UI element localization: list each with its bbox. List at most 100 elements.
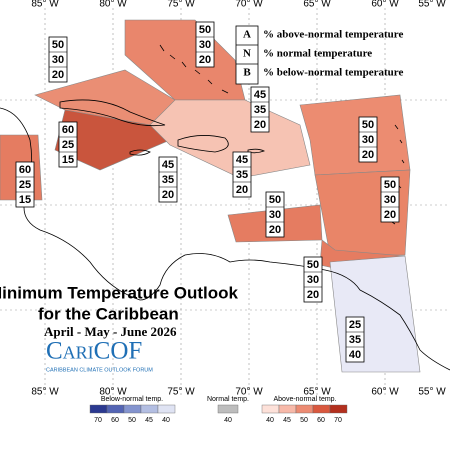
colorbar-tick: 60 [111, 417, 119, 424]
colorbar-tick: 50 [128, 417, 136, 424]
box-value: 30 [384, 194, 396, 206]
box-value: 20 [199, 54, 211, 66]
colorbar [89, 404, 348, 414]
box-value: 30 [269, 209, 281, 221]
box-value: 20 [269, 224, 281, 236]
box-value: 25 [19, 179, 31, 191]
box-frame [15, 161, 35, 208]
box-value: 35 [236, 169, 248, 181]
probability-box: 45 35 20 [232, 151, 252, 198]
probability-box: 50 30 20 [265, 191, 285, 238]
box-value: 30 [307, 274, 319, 286]
lon-label-top: 55° W [418, 0, 446, 10]
probability-box: 25 35 40 [345, 316, 365, 363]
probability-box: 50 30 20 [303, 256, 323, 303]
box-value: 50 [269, 194, 281, 206]
box-value: 20 [307, 289, 319, 301]
box-frame [48, 36, 68, 83]
lon-label-bottom: 60° W [371, 387, 399, 398]
box-value: 35 [254, 104, 266, 116]
box-value: 50 [362, 119, 374, 131]
box-value: 20 [162, 189, 174, 201]
legend-text: % normal temperature [263, 48, 372, 60]
box-value: 50 [384, 179, 396, 191]
probability-box: 50 30 20 [380, 176, 400, 223]
box-value: 35 [162, 174, 174, 186]
box-value: 60 [19, 164, 31, 176]
lon-label-bottom: 80° W [99, 387, 127, 398]
period: April - May - June 2026 [44, 324, 177, 339]
box-value: 45 [162, 159, 174, 171]
colorbar-tick: 70 [94, 417, 102, 424]
box-frame [265, 191, 285, 238]
box-value: 20 [362, 149, 374, 161]
box-frame [250, 86, 270, 133]
lon-label-bottom: 85° W [31, 387, 59, 398]
box-value: 30 [52, 54, 64, 66]
box-value: 60 [62, 124, 74, 136]
box-frame [195, 21, 215, 68]
colorbar-tick: 70 [334, 417, 342, 424]
colorbar-label: Above-normal temp. [273, 396, 336, 403]
box-value: 50 [199, 24, 211, 36]
lon-label-bottom: 75° W [167, 387, 195, 398]
box-value: 50 [307, 259, 319, 271]
colorbar-label: Normal temp. [207, 396, 249, 403]
coastline [0, 44, 450, 371]
probability-box: 50 30 20 [195, 21, 215, 68]
colorbar-tick: 40 [266, 417, 274, 424]
box-frame [345, 316, 365, 363]
box-value: 30 [199, 39, 211, 51]
box-value: 25 [349, 319, 361, 331]
probability-box: 50 30 20 [358, 116, 378, 163]
colorbar-tick: 60 [317, 417, 325, 424]
lon-label-top: 85° W [31, 0, 59, 10]
lon-label-bottom: 70° W [235, 387, 263, 398]
box-value: 20 [52, 69, 64, 81]
colorbar-tick: 40 [162, 417, 170, 424]
box-value: 15 [62, 154, 74, 166]
title: Minimum Temperature Outlook [0, 283, 239, 302]
box-value: 45 [254, 89, 266, 101]
box-value: 40 [349, 349, 361, 361]
subtitle: for the Caribbean [38, 304, 179, 323]
box-value: 15 [19, 194, 31, 206]
legend-code: B [243, 67, 251, 79]
box-value: 45 [236, 154, 248, 166]
box-value: 20 [254, 119, 266, 131]
lon-label-top: 70° W [235, 0, 263, 10]
box-value: 25 [62, 139, 74, 151]
colorbar-tick: 50 [300, 417, 308, 424]
box-value: 30 [362, 134, 374, 146]
box-frame [158, 156, 178, 203]
probability-box: 45 35 20 [158, 156, 178, 203]
probability-box: 60 25 15 [15, 161, 35, 208]
colorbar-label: Below-normal temp. [101, 396, 163, 403]
legend-code: N [243, 48, 251, 60]
colorbar-tick: 45 [145, 417, 153, 424]
box-frame [358, 116, 378, 163]
legend-box [235, 25, 259, 85]
box-frame [232, 151, 252, 198]
colorbar-tick: 45 [283, 417, 291, 424]
lon-label-top: 65° W [303, 0, 331, 10]
box-frame [303, 256, 323, 303]
lon-label-top: 60° W [371, 0, 399, 10]
lon-label-bottom: 65° W [303, 387, 331, 398]
logo-caption: CARIBBEAN CLIMATE OUTLOOK FORUM [46, 367, 153, 373]
box-frame [58, 121, 78, 168]
lon-label-top: 75° W [167, 0, 195, 10]
colorbar-tick: 40 [224, 417, 232, 424]
lon-label-bottom: 55° W [418, 387, 446, 398]
legend-text: % below-normal temperature [263, 67, 403, 79]
legend-text: % above-normal temperature [263, 29, 403, 41]
logo: CariCOF [46, 338, 142, 365]
probability-box: 45 35 20 [250, 86, 270, 133]
box-frame [380, 176, 400, 223]
box-value: 50 [52, 39, 64, 51]
box-value: 20 [384, 209, 396, 221]
box-value: 20 [236, 184, 248, 196]
probability-box: 60 25 15 [58, 121, 78, 168]
probability-box: 50 30 20 [48, 36, 68, 83]
